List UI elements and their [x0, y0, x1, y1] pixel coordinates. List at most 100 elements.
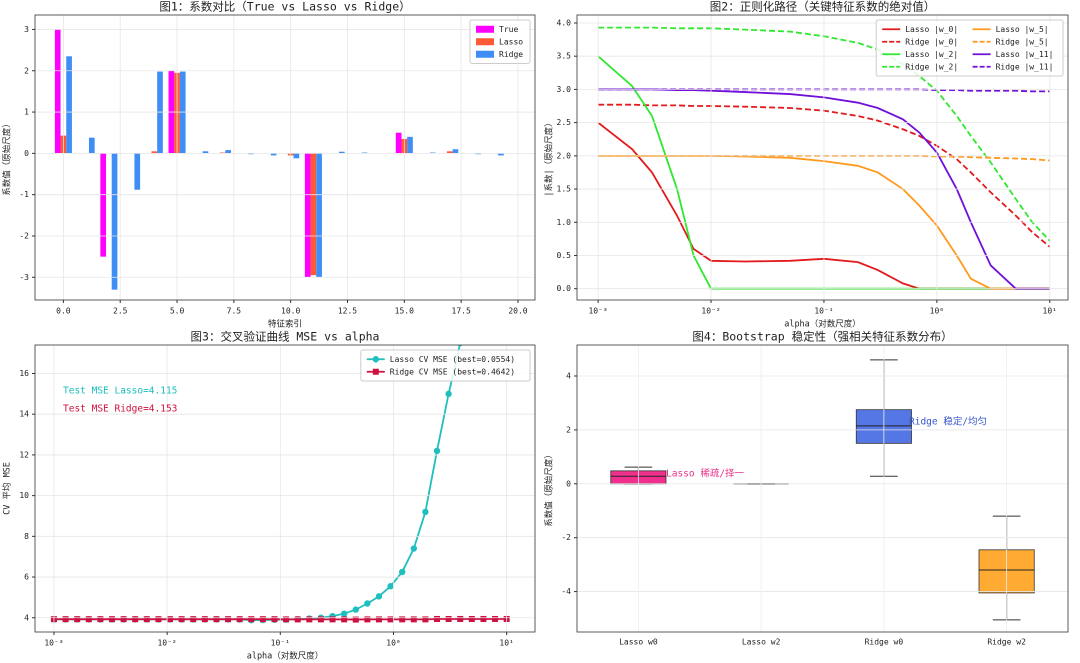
y-tick-label: 3.0: [557, 85, 572, 94]
legend-box: [875, 19, 1064, 77]
annotation: Lasso 稀疏/择一: [666, 468, 745, 480]
marker: [375, 593, 383, 600]
marker: [74, 616, 81, 623]
x-tick-label: 10⁻³: [588, 307, 607, 316]
marker: [445, 390, 452, 398]
axes-frame: [576, 14, 1069, 301]
series-line: [598, 103, 1051, 248]
marker: [387, 583, 394, 590]
marker: [178, 616, 185, 623]
x-tick-label: Ridge w2: [987, 638, 1026, 647]
x-tick-label: Lasso w0: [619, 638, 658, 647]
marker: [97, 616, 104, 623]
marker: [271, 616, 278, 623]
marker: [492, 615, 499, 622]
bar: [54, 29, 61, 154]
bar: [407, 136, 413, 154]
bar: [429, 152, 436, 154]
y-tick-label: 2: [566, 425, 571, 434]
y-tick-label: 1.0: [557, 218, 572, 227]
marker: [306, 616, 313, 623]
marker: [155, 616, 162, 623]
y-tick-label: 1: [24, 108, 29, 117]
x-tick-label: 15.0: [395, 307, 414, 316]
annotation: Test MSE Ridge=4.153: [63, 404, 177, 415]
bar: [316, 153, 322, 278]
marker: [341, 616, 348, 623]
legend-label: Lasso |w_0|: [905, 25, 958, 34]
marker: [375, 616, 382, 623]
marker: [468, 615, 475, 622]
y-tick-label: 4.0: [557, 18, 572, 27]
y-tick-label: 10: [19, 491, 29, 500]
legend-label: Lasso |w_11|: [996, 50, 1054, 59]
chart-title: 图3：交叉验证曲线 MSE vs alpha: [191, 330, 380, 344]
legend-label: Lasso |w_5|: [996, 25, 1049, 34]
bar: [446, 151, 453, 154]
axes-frame: [34, 14, 536, 301]
x-tick-label: 10⁻¹: [814, 307, 833, 316]
bar: [304, 153, 311, 278]
y-tick-label: -3: [19, 273, 29, 282]
plot-area: [35, 15, 535, 300]
legend-swatch: [476, 50, 494, 58]
bar: [88, 137, 95, 154]
marker: [399, 616, 406, 623]
bar: [134, 153, 141, 190]
x-tick-label: 10⁰: [930, 307, 944, 316]
x-tick-label: 5.0: [170, 307, 185, 316]
axes-frame: [34, 344, 536, 633]
legend-label: Ridge |w_11|: [996, 62, 1054, 71]
legend-label: Lasso: [499, 37, 523, 46]
bar: [157, 71, 163, 154]
marker: [167, 616, 174, 623]
annotation: Test MSE Lasso=4.115: [63, 386, 177, 397]
legend-label: Lasso |w_2|: [905, 50, 958, 59]
bar: [100, 153, 107, 257]
bar: [475, 153, 482, 155]
y-tick-label: 4: [566, 371, 571, 380]
y-tick-label: 12: [19, 450, 29, 459]
marker: [294, 616, 301, 623]
y-tick-label: 2.0: [557, 151, 572, 160]
y-tick-label: -2: [561, 533, 571, 542]
y-tick-label: 3: [24, 25, 29, 34]
legend-swatch: [476, 38, 494, 46]
marker: [225, 616, 232, 623]
y-tick-label: -1: [19, 190, 29, 199]
x-tick-label: 10⁰: [386, 639, 400, 648]
marker: [317, 616, 324, 623]
axes-frame: [576, 344, 1069, 633]
legend-label: Lasso CV MSE (best=0.0554): [390, 355, 515, 364]
bar: [202, 151, 209, 154]
y-tick-label: -2: [19, 231, 29, 240]
bar: [395, 132, 402, 154]
legend-label: Ridge |w_5|: [996, 37, 1049, 46]
legend-label: Ridge: [499, 50, 523, 59]
y-tick-label: 2: [24, 66, 29, 75]
marker: [410, 545, 418, 552]
x-axis-label: alpha（对数尺度）: [784, 319, 861, 330]
marker: [201, 616, 208, 623]
y-tick-label: 8: [24, 532, 29, 541]
x-tick-label: Ridge w0: [865, 638, 904, 647]
y-axis-label: 系数值（原始尺度）: [544, 450, 555, 527]
marker: [434, 615, 441, 622]
bar: [338, 151, 345, 154]
bar: [361, 152, 368, 154]
marker: [387, 616, 394, 623]
x-tick-label: 10⁻²: [157, 639, 176, 648]
marker: [480, 615, 487, 622]
marker: [340, 610, 348, 617]
marker: [283, 616, 290, 623]
x-tick-label: 20.0: [508, 307, 527, 316]
y-tick-label: 0: [24, 149, 29, 158]
marker: [364, 600, 371, 607]
y-axis-label: 系数值（原始尺度）: [2, 119, 13, 196]
x-tick-label: 2.5: [113, 307, 128, 316]
chart-title: 图1：系数对比（True vs Lasso vs Ridge）: [159, 0, 410, 14]
bar: [151, 151, 158, 154]
marker: [352, 616, 359, 623]
y-tick-label: 4: [24, 613, 29, 622]
marker: [213, 616, 220, 623]
